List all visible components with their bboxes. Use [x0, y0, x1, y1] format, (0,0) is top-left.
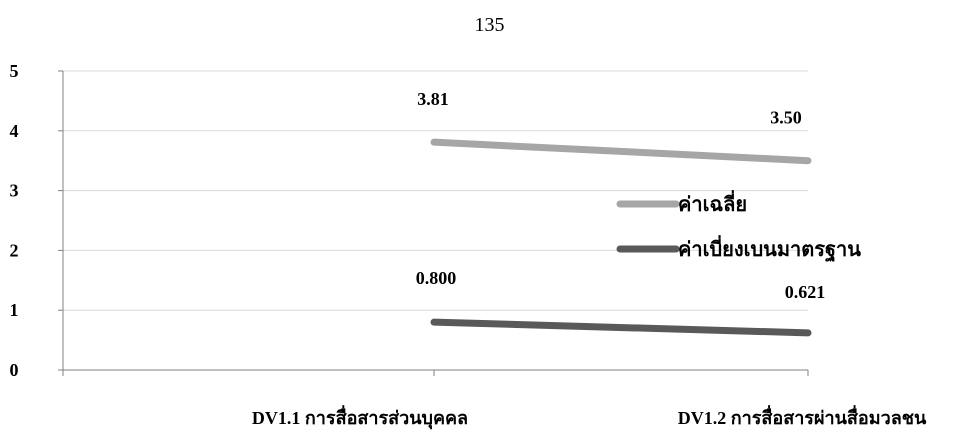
x-category-label: DV1.2 การสื่อสารผ่านสื่อมวลชน: [678, 405, 927, 428]
data-label: 3.50: [770, 108, 802, 128]
data-label: 0.621: [785, 282, 826, 302]
y-tick-label: 3: [10, 181, 19, 201]
page-number: 135: [474, 14, 505, 36]
data-labels: 3.81 3.50 0.800 0.621: [416, 89, 826, 302]
x-axis-category-labels: DV1.1 การสื่อสารส่วนบุคคล DV1.2 การสื่อสา…: [252, 405, 927, 430]
data-label: 0.800: [416, 268, 457, 288]
y-tick-label: 0: [10, 360, 19, 380]
legend: ค่าเฉลี่ยค่าเบี่ยงเบนมาตรฐาน: [616, 189, 861, 263]
legend-label: ค่าเบี่ยงเบนมาตรฐาน: [678, 234, 861, 263]
y-axis-tick-labels: 0 1 2 3 4 5: [10, 61, 19, 380]
x-category-label: DV1.1 การสื่อสารส่วนบุคคล: [252, 405, 468, 430]
y-tick-label: 2: [10, 240, 19, 260]
data-label: 3.81: [417, 89, 449, 109]
y-tick-label: 4: [10, 121, 19, 141]
gridlines: [63, 70, 808, 311]
axes: [58, 70, 809, 376]
y-tick-label: 5: [10, 61, 19, 81]
series-lines: [430, 138, 812, 337]
series-line: [430, 318, 812, 337]
legend-label: ค่าเฉลี่ย: [678, 189, 747, 216]
y-tick-label: 1: [10, 300, 19, 320]
series-line: [430, 138, 812, 165]
